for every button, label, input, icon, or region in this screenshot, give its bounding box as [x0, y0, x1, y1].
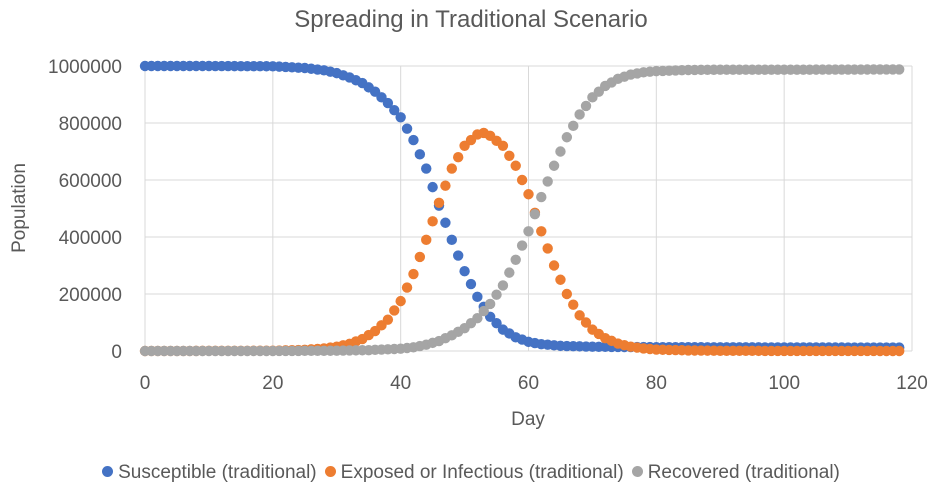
x-tick-label: 0: [140, 373, 151, 394]
data-point: [401, 282, 413, 293]
data-point: [427, 216, 438, 227]
data-point: [491, 318, 502, 329]
x-tick-label: 20: [262, 373, 283, 394]
data-point: [478, 305, 489, 317]
data-point: [440, 217, 451, 228]
data-point: [542, 243, 553, 254]
data-point: [529, 209, 541, 220]
legend-marker: [102, 466, 114, 477]
data-point: [408, 268, 419, 280]
x-tick-label: 80: [646, 373, 667, 394]
series-markers: [139, 60, 905, 357]
data-point: [414, 251, 426, 263]
data-point: [452, 250, 464, 261]
legend-label: Susceptible (traditional): [118, 462, 317, 483]
data-point: [395, 295, 406, 307]
y-tick-label: 200000: [59, 285, 122, 306]
data-point: [395, 112, 406, 123]
data-point: [421, 163, 432, 174]
legend: Susceptible (traditional) Exposed or Infe…: [0, 462, 942, 484]
data-point: [574, 109, 585, 120]
data-point: [382, 314, 394, 325]
data-point: [574, 310, 585, 321]
data-point: [510, 254, 521, 265]
y-tick-label: 1000000: [48, 57, 122, 78]
data-point: [894, 345, 905, 357]
y-axis-title: Population: [9, 163, 30, 253]
data-point: [542, 176, 553, 187]
x-axis-title: Day: [511, 409, 545, 430]
data-point: [580, 100, 592, 112]
data-point: [497, 280, 509, 291]
data-point: [433, 197, 445, 208]
grid-lines: [144, 65, 913, 352]
data-point: [568, 299, 579, 310]
x-tick-label: 40: [390, 373, 411, 394]
data-point: [484, 298, 496, 310]
data-point: [561, 132, 573, 143]
data-point: [389, 104, 400, 116]
data-point: [389, 305, 400, 316]
data-point: [555, 274, 566, 285]
x-tick-label: 120: [896, 373, 928, 394]
data-point: [561, 288, 573, 300]
x-tick-label: 100: [768, 373, 800, 394]
data-point: [555, 146, 566, 157]
data-point: [536, 226, 547, 237]
data-point: [382, 97, 394, 109]
data-point: [497, 140, 509, 151]
legend-label: Exposed or Infectious (traditional): [340, 462, 624, 483]
data-point: [446, 234, 457, 246]
legend-item: Susceptible (traditional): [102, 462, 317, 484]
data-point: [401, 123, 413, 134]
legend-item: Recovered (traditional): [631, 462, 840, 484]
data-point: [523, 226, 534, 237]
y-tick-label: 400000: [59, 228, 122, 249]
data-point: [516, 174, 528, 186]
series-2: [139, 64, 905, 357]
data-point: [440, 180, 451, 191]
data-point: [510, 160, 521, 171]
data-point: [504, 267, 515, 278]
data-point: [548, 260, 560, 271]
legend-item: Exposed or Infectious (traditional): [324, 462, 624, 484]
data-point: [536, 191, 547, 203]
data-point: [459, 266, 470, 277]
data-point: [427, 181, 438, 193]
y-tick-label: 600000: [59, 171, 122, 192]
chart-title: Spreading in Traditional Scenario: [294, 6, 648, 33]
x-tick-label: 60: [518, 373, 539, 394]
legend-marker: [324, 466, 336, 477]
data-point: [421, 234, 432, 246]
data-point: [548, 160, 560, 171]
data-point: [516, 240, 528, 251]
data-point: [472, 313, 483, 324]
data-point: [504, 150, 515, 161]
legend-marker: [631, 466, 643, 477]
data-point: [465, 278, 477, 290]
series-0: [139, 60, 905, 353]
data-point: [894, 64, 905, 75]
tick-labels: 0 200000 400000 600000 800000 1000000 0 20 40 60 8…: [48, 57, 928, 394]
data-point: [408, 134, 419, 146]
data-point: [568, 120, 579, 132]
data-point: [452, 152, 464, 163]
data-point: [580, 317, 592, 328]
data-point: [414, 149, 426, 160]
data-point: [491, 289, 502, 300]
data-point: [523, 189, 534, 200]
y-tick-label: 800000: [59, 114, 122, 135]
data-point: [446, 163, 457, 174]
y-tick-label: 0: [111, 342, 122, 363]
data-point: [472, 291, 483, 303]
legend-label: Recovered (traditional): [647, 462, 840, 483]
